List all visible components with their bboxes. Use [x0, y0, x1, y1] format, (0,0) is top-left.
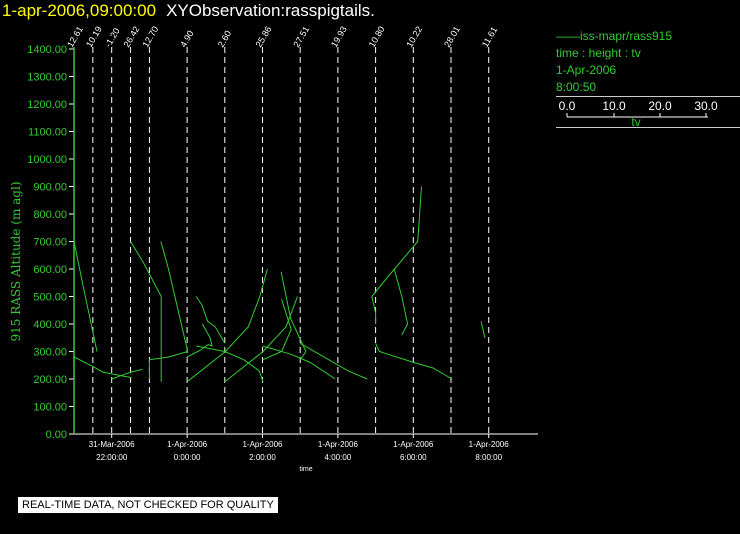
x-axis-title: time: [299, 466, 312, 473]
profile-trace: [375, 343, 453, 380]
y-tick-label: 100.00: [33, 402, 67, 414]
x-tick-date: 1-Apr-2006: [318, 440, 359, 449]
profile-top-label: 4.90: [178, 29, 195, 49]
x-tick-time: 8:00:00: [475, 453, 502, 462]
y-tick-label: 1300.00: [27, 72, 67, 84]
profile-top-label: 25.86: [254, 24, 274, 49]
x-tick-date: 31-Mar-2006: [89, 440, 135, 449]
profile-top-label: 10.19: [84, 24, 104, 49]
legend-date: 1-Apr-2006: [556, 63, 617, 77]
x-tick-date: 1-Apr-2006: [393, 440, 434, 449]
y-tick-label: 500.00: [33, 292, 67, 304]
profile-top-label: 12.61: [65, 24, 85, 49]
x-tick-time: 6:00:00: [400, 453, 427, 462]
y-axis-title: 915 RASS Altitude (m agl): [9, 181, 23, 341]
legend-series: ——iss-mapr/rass915: [556, 28, 740, 45]
profile-trace: [186, 323, 213, 358]
quality-warning: REAL-TIME DATA, NOT CHECKED FOR QUALITY: [18, 497, 278, 513]
profile-trace: [130, 241, 162, 382]
profile-trace: [196, 345, 264, 382]
profile-top-label: 27.51: [291, 24, 311, 49]
legend-divider-bottom: [556, 127, 740, 128]
legend-series-label: iss-mapr/rass915: [580, 29, 673, 43]
profile-top-label: 11.61: [480, 25, 500, 49]
x-tick-date: 1-Apr-2006: [242, 440, 283, 449]
tv-scale-label: tv: [631, 115, 640, 127]
y-tick-label: 900.00: [33, 182, 67, 194]
tv-scale-tick: 30.0: [694, 99, 718, 113]
profile-top-label: 2.60: [216, 29, 233, 49]
x-tick-time: 22:00:00: [96, 453, 128, 462]
x-tick-time: 4:00:00: [325, 453, 352, 462]
y-tick-label: 1000.00: [27, 154, 67, 166]
legend-axes: time : height : tv: [556, 46, 641, 60]
profile-trace: [280, 271, 307, 361]
profile-top-label: 28.01: [442, 24, 462, 49]
x-tick-date: 1-Apr-2006: [167, 440, 208, 449]
y-tick-label: 1400.00: [27, 44, 67, 56]
tv-scale-tick: 0.0: [559, 99, 576, 113]
profile-top-label: 12.70: [140, 24, 160, 49]
profile-trace: [262, 299, 292, 361]
profile-top-label: 10.80: [367, 24, 387, 49]
chart-title: 1-apr-2006,09:00:00 XYObservation:rasspig…: [2, 0, 375, 22]
x-tick-date: 1-Apr-2006: [469, 440, 510, 449]
y-tick-label: 700.00: [33, 237, 67, 249]
y-tick-label: 300.00: [33, 347, 67, 359]
profile-trace: [262, 345, 336, 380]
y-tick-label: 0.00: [46, 429, 67, 441]
profile-top-label: 10.22: [404, 24, 424, 49]
profile-trace: [111, 368, 143, 380]
profile-trace: [224, 296, 298, 383]
x-tick-time: 0:00:00: [174, 453, 201, 462]
y-tick-label: 800.00: [33, 209, 67, 221]
legend-swatch: ——: [556, 29, 580, 43]
title-observation-name: XYObservation:rasspigtails.: [166, 1, 375, 20]
y-tick-label: 600.00: [33, 264, 67, 276]
legend-panel: ——iss-mapr/rass915 time : height : tv 1-…: [556, 28, 740, 129]
legend-time: 8:00:50: [556, 80, 597, 94]
profile-top-label: 26.42: [122, 24, 142, 49]
profile-top-label: 19.93: [329, 24, 349, 49]
profile-trace: [195, 296, 226, 344]
tv-scale: 0.0 10.0 20.0 30.0 tv: [556, 97, 740, 129]
y-tick-label: 1200.00: [27, 99, 67, 111]
y-tick-label: 400.00: [33, 319, 67, 331]
tv-scale-tick: 20.0: [648, 99, 672, 113]
y-tick-label: 200.00: [33, 374, 67, 386]
legend-divider-top: [556, 96, 740, 97]
tv-scale-axis: 0.0 10.0 20.0 30.0 tv: [559, 99, 718, 129]
profile-trace: [480, 321, 486, 338]
tv-scale-tick: 10.0: [602, 99, 626, 113]
x-tick-time: 2:00:00: [249, 453, 276, 462]
profile-trace: [299, 342, 368, 380]
profile-trace: [148, 241, 189, 379]
profile-top-label: -1.20: [103, 26, 122, 49]
y-tick-label: 1100.00: [28, 127, 67, 139]
profile-trace: [73, 356, 132, 379]
profile-trace: [371, 186, 422, 324]
profile-trace: [73, 241, 98, 352]
profile-trace: [393, 268, 409, 336]
title-date: 1-apr-2006,09:00:00: [2, 1, 157, 20]
profile-trace: [186, 268, 268, 383]
